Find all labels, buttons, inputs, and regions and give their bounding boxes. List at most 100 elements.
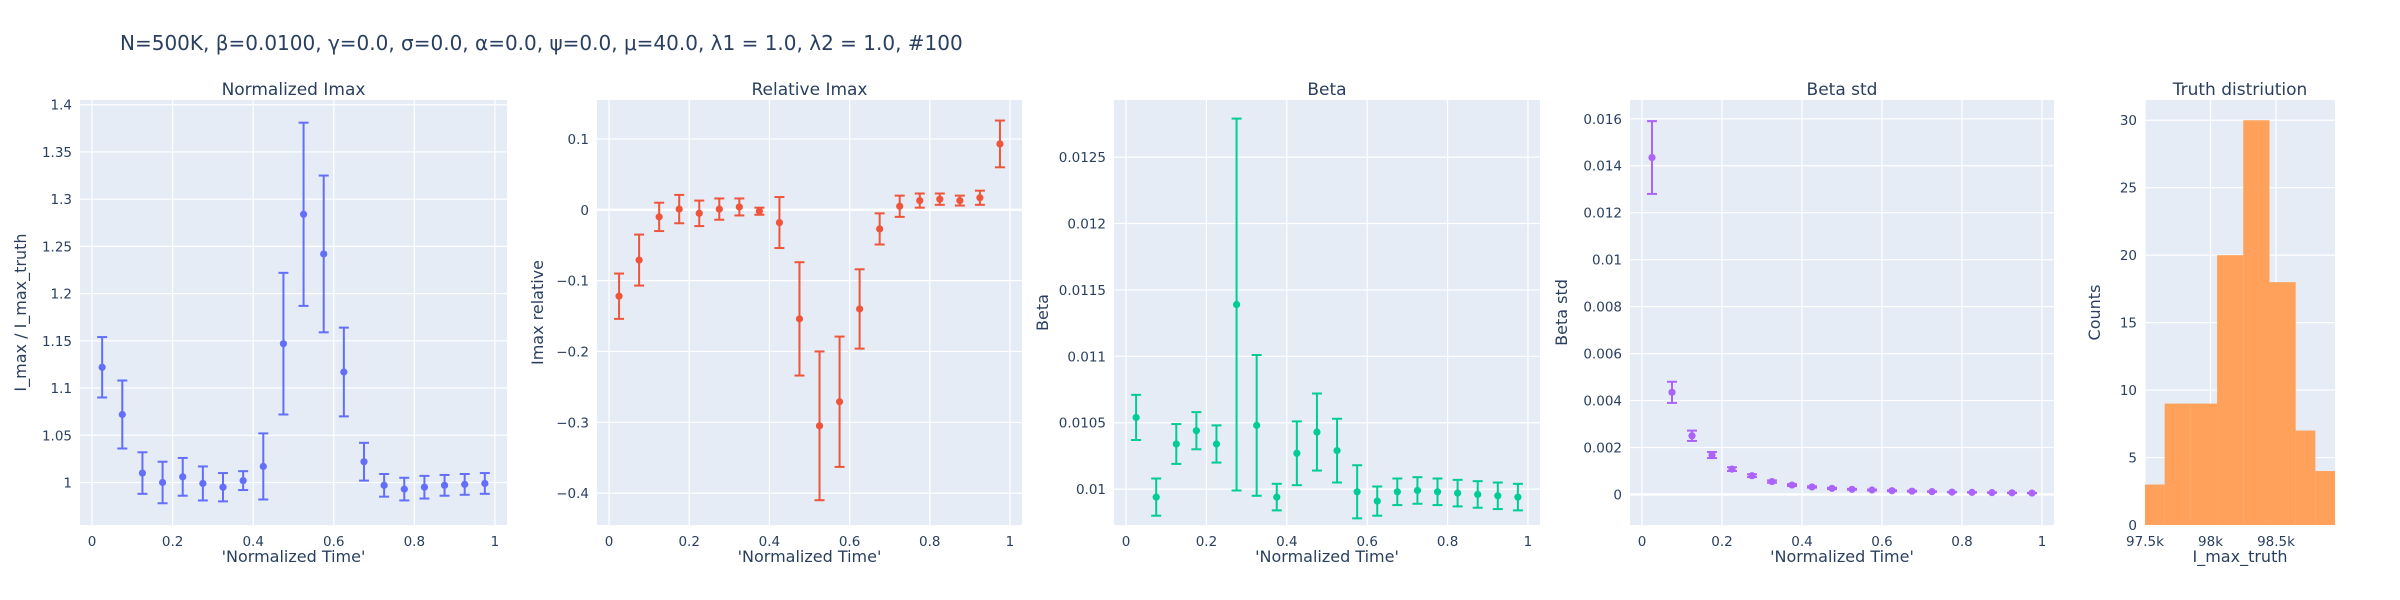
y-tick-label: 15 <box>2120 316 2137 332</box>
data-point <box>1413 486 1422 495</box>
data-point <box>1494 492 1502 500</box>
data-point <box>876 225 884 233</box>
histogram-bar <box>2315 471 2335 525</box>
data-point <box>1393 488 1401 496</box>
parameters-title: N=500K, β=0.0100, γ=0.0, σ=0.0, α=0.0, ψ… <box>120 31 963 55</box>
x-tick-label: 98k <box>2198 534 2223 550</box>
y-tick-label: 0.01 <box>1592 253 1622 269</box>
data-point <box>1132 413 1140 422</box>
data-point <box>299 210 308 218</box>
data-point <box>1828 484 1836 492</box>
x-tick-label: 0 <box>1122 534 1131 550</box>
histogram-bar <box>2295 430 2316 525</box>
data-point <box>380 481 388 489</box>
y-axis-label: Beta <box>1033 294 1052 331</box>
data-point <box>1293 449 1301 457</box>
subplot-title: Normalized Imax <box>222 80 366 100</box>
subplot-2: 0 0.2 0.4 0.6 0.8 1 −0.4 −0.3 −0.2 −0.1 0 0.1 Relati… <box>528 80 1022 566</box>
data-point <box>1232 300 1241 309</box>
y-tick-label: 0.0105 <box>1059 416 1106 432</box>
x-tick-label: 0.8 <box>919 534 940 550</box>
y-tick-label: 1.3 <box>51 192 72 208</box>
data-point <box>1868 486 1876 494</box>
data-point <box>1253 421 1261 429</box>
data-point <box>461 480 469 488</box>
histogram-bar <box>2190 403 2218 525</box>
x-tick-label: 0.4 <box>1791 534 1812 550</box>
data-point <box>916 196 924 205</box>
data-point <box>279 340 288 348</box>
x-tick-label: 0 <box>605 534 614 550</box>
data-point <box>320 250 328 258</box>
subplot-title: Beta std <box>1807 80 1878 100</box>
y-tick-label: 0.0125 <box>1059 150 1106 166</box>
data-point <box>1928 488 1936 496</box>
data-point <box>976 194 984 202</box>
data-point <box>1353 488 1361 496</box>
y-tick-label: 1.35 <box>42 145 72 161</box>
subplot-4: 0 0.2 0.4 0.6 0.8 1 0 0.002 0.004 0.006 0.008 0.01 0… <box>1552 80 2054 566</box>
data-point <box>1728 465 1736 473</box>
x-axis-label: 'Normalized Time' <box>1255 547 1399 566</box>
subplot-title: Beta <box>1307 80 1346 100</box>
data-point <box>1908 487 1916 495</box>
data-point <box>1668 388 1676 396</box>
y-tick-label: 0.011 <box>1067 349 1106 365</box>
data-point <box>936 195 944 203</box>
data-point <box>239 477 247 485</box>
y-axis-label: Imax relative <box>528 260 547 365</box>
y-axis-label: Beta std <box>1552 279 1571 346</box>
y-tick-label: 1 <box>63 476 72 492</box>
y-tick-label: 10 <box>2120 383 2137 399</box>
subplot-title: Relative Imax <box>751 80 867 100</box>
x-tick-label: 0.6 <box>323 534 344 550</box>
histogram-bar <box>2269 282 2296 525</box>
x-axis-label: 'Normalized Time' <box>1770 547 1914 566</box>
y-axis-label: Counts <box>2085 285 2104 341</box>
x-tick-label: 1 <box>491 534 500 550</box>
data-point <box>1768 477 1776 486</box>
data-point <box>635 256 643 264</box>
data-point <box>1788 481 1796 489</box>
y-tick-label: 0 <box>580 203 589 219</box>
histogram-bar <box>2217 255 2244 525</box>
y-tick-label: 0.016 <box>1583 112 1622 128</box>
x-tick-label: 0.8 <box>1951 534 1972 550</box>
data-point <box>675 205 683 213</box>
x-tick-label: 98.5k <box>2257 534 2295 550</box>
data-point <box>956 196 964 205</box>
data-point <box>138 469 147 477</box>
histogram-bar <box>2243 120 2270 525</box>
data-point <box>219 483 227 491</box>
plot-area <box>597 100 1022 525</box>
data-point <box>1708 451 1716 459</box>
data-point <box>179 473 187 481</box>
data-point <box>1172 440 1180 448</box>
y-tick-label: 1.05 <box>42 428 72 444</box>
y-tick-label: 0.0115 <box>1059 283 1106 299</box>
data-point <box>1848 485 1856 493</box>
y-tick-label: 0.006 <box>1583 347 1622 363</box>
subplot-title: Truth distriution <box>2172 80 2308 100</box>
x-tick-label: 1 <box>1006 534 1015 550</box>
y-tick-label: 0.012 <box>1067 217 1106 233</box>
data-point <box>1192 427 1200 435</box>
y-tick-label: 0.014 <box>1583 159 1622 175</box>
data-point <box>735 203 743 211</box>
data-point <box>896 202 904 210</box>
data-point <box>1433 488 1442 496</box>
x-tick-label: 0 <box>1638 534 1647 550</box>
data-point <box>259 462 267 471</box>
data-point <box>1948 488 1956 496</box>
data-point <box>775 218 784 227</box>
y-tick-label: 1.1 <box>51 381 72 397</box>
data-point <box>1968 488 1976 496</box>
y-tick-label: −0.2 <box>556 344 589 360</box>
subplots: 0 0.2 0.4 0.6 0.8 1 1 1.05 1.1 1.15 1.2 1.25 1.3 1.35… <box>11 80 2335 567</box>
data-point <box>1454 489 1462 497</box>
subplot-1: 0 0.2 0.4 0.6 0.8 1 1 1.05 1.1 1.15 1.2 1.25 1.3 1.35… <box>11 80 507 566</box>
data-point <box>1888 487 1896 495</box>
data-point <box>1808 483 1816 491</box>
y-tick-label: 20 <box>2120 248 2137 264</box>
